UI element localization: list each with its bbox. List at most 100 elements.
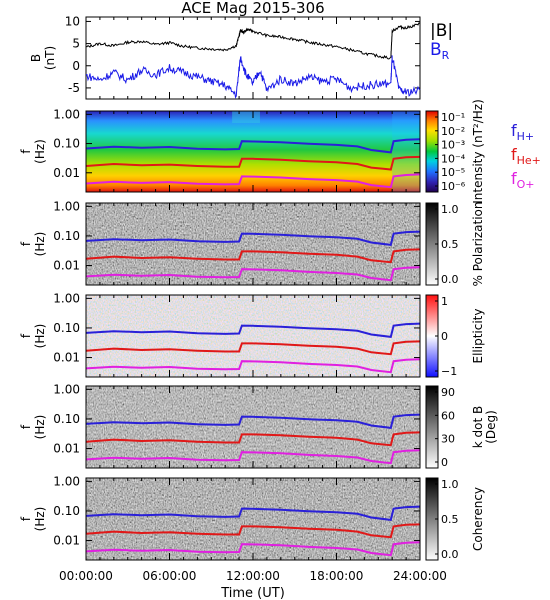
panel-polarization: 1.00 0.10 0.01 f (Hz) 1.0 0.5 0.0 % Polarization	[19, 199, 485, 286]
y-tick-label: 0.01	[53, 351, 80, 365]
colorbar-tick-label: 0	[441, 456, 448, 469]
colorbar-tick-label: 10⁻¹	[441, 111, 465, 124]
y-axis-title: f	[19, 424, 33, 429]
ion-label-0: fH+	[511, 121, 534, 143]
ion-label-subscript: H+	[517, 130, 535, 143]
colorbar-title: Ellipticity	[471, 309, 485, 364]
y-tick-label: 0.10	[53, 321, 80, 335]
y-axis-units: (Hz)	[33, 139, 47, 164]
ion-label-2: fO+	[511, 169, 535, 191]
gyrofrequency-o-line	[86, 358, 420, 374]
gyrofrequency-o-line	[86, 266, 420, 282]
spectrogram-noise	[86, 295, 420, 377]
y-axis-units: (Hz)	[33, 232, 47, 257]
ion-label-subscript: He+	[517, 154, 541, 167]
gyrofrequency-he-line	[86, 340, 420, 356]
gyrofrequency-o-line	[86, 449, 420, 465]
x-tick-label: 18:00:00	[310, 569, 364, 583]
panel-intensity: 1.00 0.10 0.01 f (Hz) 10⁻¹10⁻²10⁻³10⁻⁴10⁻⁵10⁻…	[19, 99, 541, 204]
colorbar-tick-label: 90	[441, 386, 455, 399]
panel-magnetic-field: 10 5 0 -5 B (nT) |B|BR	[29, 14, 453, 100]
x-tick-label: 06:00:00	[143, 569, 197, 583]
colorbar-title: Intensity (nT²/Hz)	[471, 99, 485, 204]
colorbar	[425, 110, 439, 193]
spectrogram	[86, 203, 420, 285]
series-line-b-magnitude	[85, 22, 421, 60]
legend-br-subscript: R	[442, 49, 450, 62]
y-tick-label: 0.01	[53, 534, 80, 548]
y-tick-label: 0.10	[53, 504, 80, 518]
spectrogram	[86, 386, 420, 468]
y-tick-label: 1.00	[53, 291, 80, 305]
y-tick-label: -5	[68, 81, 80, 95]
spectrogram	[86, 478, 420, 560]
colorbar-tick-label: 1.0	[441, 203, 459, 216]
spectrogram-noise	[86, 386, 420, 468]
y-tick-label: 10	[65, 14, 80, 28]
colorbar-tick-label: 0.0	[441, 548, 459, 561]
y-axis-units: (nT)	[43, 46, 57, 70]
y-tick-label: 0.01	[53, 166, 80, 180]
y-tick-label: 0.10	[53, 137, 80, 151]
gyrofrequency-h-line	[86, 505, 420, 522]
legend-b-magnitude: |B|	[430, 21, 453, 41]
y-tick-label: 5	[72, 37, 80, 51]
colorbar-title: k dot B	[471, 406, 485, 448]
panel-k-dot-b: 1.00 0.10 0.01 f (Hz) 90 60 30 0 k dot B (Deg)	[19, 382, 498, 469]
spectrogram	[86, 295, 420, 377]
spectrogram-noise	[86, 478, 420, 560]
y-tick-label: 1.00	[53, 382, 80, 396]
gyrofrequency-he-line	[86, 431, 420, 447]
colorbar-title: (Deg)	[484, 410, 498, 444]
colorbar-tick-label: 10⁻³	[441, 139, 465, 152]
colorbar	[425, 385, 439, 469]
y-axis-units: (Hz)	[33, 415, 47, 440]
colorbar-tick-label: 1	[441, 295, 448, 308]
colorbar-tick-label: −1	[441, 365, 457, 378]
y-axis-units: (Hz)	[33, 324, 47, 349]
colorbar-tick-label: 10⁻⁶	[441, 180, 466, 193]
gyrofrequency-he-line	[86, 523, 420, 539]
y-tick-label: 1.00	[53, 199, 80, 213]
legend-br: BR	[430, 40, 450, 62]
x-tick-label: 12:00:00	[226, 569, 280, 583]
gyrofrequency-he-line	[86, 155, 420, 171]
spectrogram-feature	[392, 111, 420, 192]
colorbar-tick-label: 0	[441, 330, 448, 343]
colorbar-tick-label: 30	[441, 433, 455, 446]
gyrofrequency-h-line	[86, 413, 420, 430]
y-tick-label: 0.01	[53, 442, 80, 456]
y-axis-title: f	[19, 241, 33, 246]
ion-label-1: fHe+	[511, 145, 541, 167]
gyrofrequency-o-line	[86, 541, 420, 557]
y-axis-title: f	[19, 333, 33, 338]
y-axis-title: B	[29, 54, 43, 62]
colorbar-tick-label: 10⁻²	[441, 125, 465, 138]
x-axis: 00:00:00 06:00:00 12:00:00 18:00:00 24:00:00	[59, 17, 447, 583]
colorbar-tick-label: 0.5	[441, 238, 459, 251]
colorbar-tick-label: 10⁻⁴	[441, 152, 466, 165]
x-tick-label: 24:00:00	[393, 569, 447, 583]
colorbar-tick-label: 1.0	[441, 478, 459, 491]
gyrofrequency-h-line	[86, 138, 420, 154]
panel-coherency: 1.00 0.10 0.01 f (Hz) 1.0 0.5 0.0 Coherency	[19, 474, 485, 561]
colorbar-tick-label: 0.5	[441, 513, 459, 526]
y-tick-label: 0.10	[53, 229, 80, 243]
y-tick-label: 0	[72, 59, 80, 73]
x-axis-title: Time (UT)	[220, 586, 285, 600]
gyrofrequency-h-line	[86, 230, 420, 247]
series-line-br	[85, 55, 421, 99]
gyrofrequency-o-line	[86, 173, 420, 189]
y-axis-units: (Hz)	[33, 507, 47, 532]
panel-ellipticity: 1.00 0.10 0.01 f (Hz) 1 0 −1 Ellipticity	[19, 291, 485, 378]
y-axis-title: f	[19, 149, 33, 154]
spectrogram-wash	[86, 295, 420, 377]
y-tick-label: 1.00	[53, 107, 80, 121]
colorbar-title: Coherency	[471, 487, 485, 551]
colorbar-tick-label: 0.0	[441, 273, 459, 286]
ion-label-subscript: O+	[517, 178, 535, 191]
y-axis-title: f	[19, 516, 33, 521]
spectrogram-background	[86, 111, 420, 192]
